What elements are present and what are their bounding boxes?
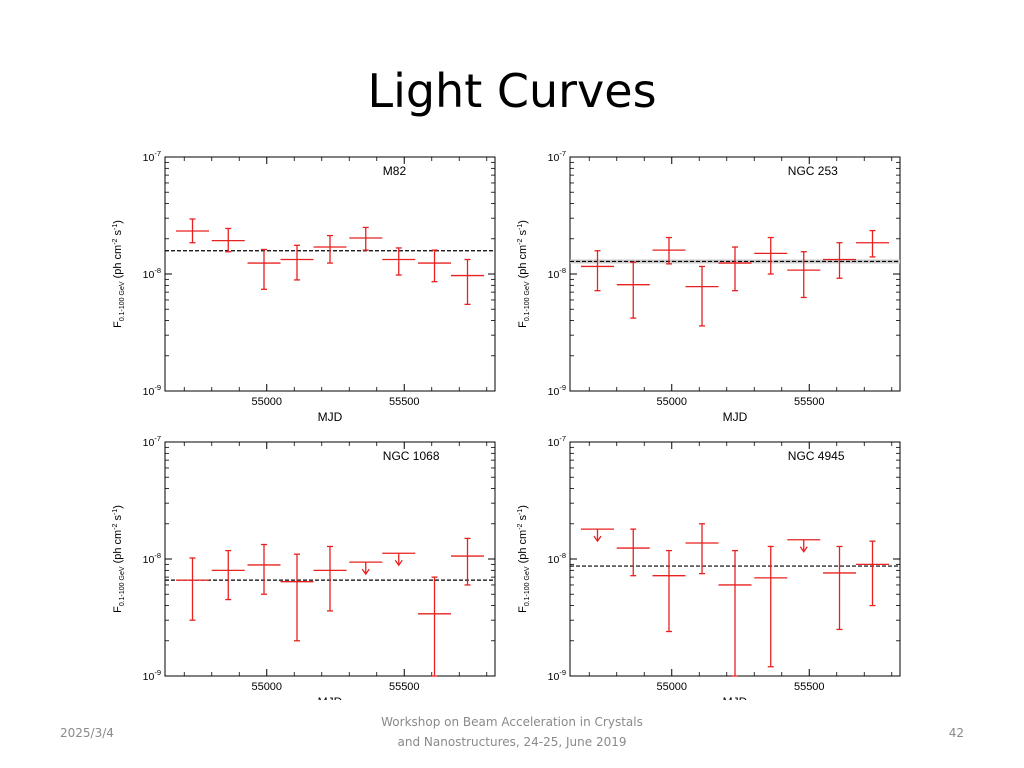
y-axis-label: F0.1-100 GeV (ph cm-2 s-1) [517, 505, 531, 613]
data-point [652, 236, 686, 265]
data-point [754, 236, 788, 275]
down-arrow-icon [394, 559, 403, 567]
y-tick-label: 10-8 [548, 266, 566, 281]
down-arrow-icon [361, 568, 370, 576]
data-point [581, 250, 614, 292]
x-tick-label: 55500 [389, 681, 420, 693]
slide-number: 42 [948, 726, 964, 740]
footer-event-line2: and Nanostructures, 24-25, June 2019 [397, 735, 627, 749]
upper-limit [349, 561, 383, 576]
y-tick-label: 10-7 [548, 149, 566, 164]
source-label: NGC 253 [788, 164, 838, 178]
data-point [685, 265, 719, 327]
down-arrow-icon [593, 535, 602, 543]
data-point [451, 537, 484, 586]
y-tick-label: 10-7 [143, 149, 161, 164]
data-point [418, 576, 451, 677]
data-point [211, 549, 245, 601]
footer-event: Workshop on Beam Acceleration in Crystal… [340, 712, 684, 752]
x-axis-label: MJD [318, 695, 343, 700]
data-point [382, 247, 416, 276]
data-point [451, 258, 484, 306]
y-tick-label: 10-8 [143, 266, 161, 281]
data-point [823, 242, 856, 279]
y-tick-label: 10-9 [548, 668, 566, 683]
data-point [280, 553, 314, 642]
data-point [176, 218, 209, 244]
data-point [754, 545, 788, 668]
y-tick-label: 10-7 [143, 434, 161, 449]
data-point [211, 227, 245, 253]
plot-frame [164, 156, 496, 392]
x-axis-label: MJD [723, 410, 748, 424]
source-label: NGC 4945 [788, 449, 845, 463]
x-tick-label: 55500 [794, 681, 825, 693]
data-point [176, 557, 209, 621]
upper-limit [787, 539, 821, 553]
y-axis-label: F0.1-100 GeV (ph cm-2 s-1) [112, 505, 126, 613]
upper-limit [382, 552, 416, 567]
y-tick-label: 10-9 [548, 383, 566, 398]
data-point [652, 549, 686, 633]
data-point [616, 528, 650, 577]
light-curve-panels: 10-9 10-8 10-7 55000 55500 MJD F0.1-100 GeV (p… [112, 149, 901, 700]
data-point [418, 249, 451, 283]
x-tick-label: 55500 [794, 396, 825, 408]
data-point [718, 246, 752, 292]
y-axis-label: F0.1-100 GeV (ph cm-2 s-1) [517, 220, 531, 328]
data-point [685, 523, 719, 575]
x-axis-label: MJD [318, 410, 343, 424]
data-point [349, 226, 383, 251]
x-tick-label: 55500 [389, 396, 420, 408]
y-axis-label: F0.1-100 GeV (ph cm-2 s-1) [112, 220, 126, 328]
x-tick-label: 55000 [251, 396, 282, 408]
data-point [313, 234, 347, 264]
data-point [247, 543, 281, 595]
x-axis-label: MJD [723, 695, 748, 700]
y-tick-label: 10-8 [548, 551, 566, 566]
y-tick-label: 10-7 [548, 434, 566, 449]
slide-title: Light Curves [367, 64, 657, 118]
light-curve-panel: 10-9 10-8 10-7 55000 55500 MJD F0.1-100 GeV (p… [112, 434, 496, 700]
x-tick-label: 55000 [251, 681, 282, 693]
source-label: M82 [383, 164, 407, 178]
light-curve-panel: 10-9 10-8 10-7 55000 55500 MJD F0.1-100 GeV (p… [517, 434, 901, 700]
data-point [856, 540, 889, 607]
x-tick-label: 55000 [656, 396, 687, 408]
upper-limit [581, 528, 614, 543]
data-point [247, 248, 281, 290]
x-tick-label: 55000 [656, 681, 687, 693]
light-curve-panel: 10-9 10-8 10-7 55000 55500 MJD F0.1-100 GeV (p… [517, 149, 901, 424]
data-point [280, 244, 314, 281]
data-point [823, 545, 856, 631]
footer-event-line1: Workshop on Beam Acceleration in Crystal… [381, 715, 643, 729]
y-tick-label: 10-8 [143, 551, 161, 566]
y-tick-label: 10-9 [143, 383, 161, 398]
data-point [313, 545, 347, 612]
data-point [787, 251, 821, 299]
footer-date: 2025/3/4 [60, 726, 114, 740]
down-arrow-icon [799, 546, 808, 553]
light-curve-panel: 10-9 10-8 10-7 55000 55500 MJD F0.1-100 GeV (p… [112, 149, 496, 424]
data-point [718, 549, 752, 677]
data-point [616, 261, 650, 319]
data-point [856, 229, 889, 258]
y-tick-label: 10-9 [143, 668, 161, 683]
source-label: NGC 1068 [383, 449, 440, 463]
